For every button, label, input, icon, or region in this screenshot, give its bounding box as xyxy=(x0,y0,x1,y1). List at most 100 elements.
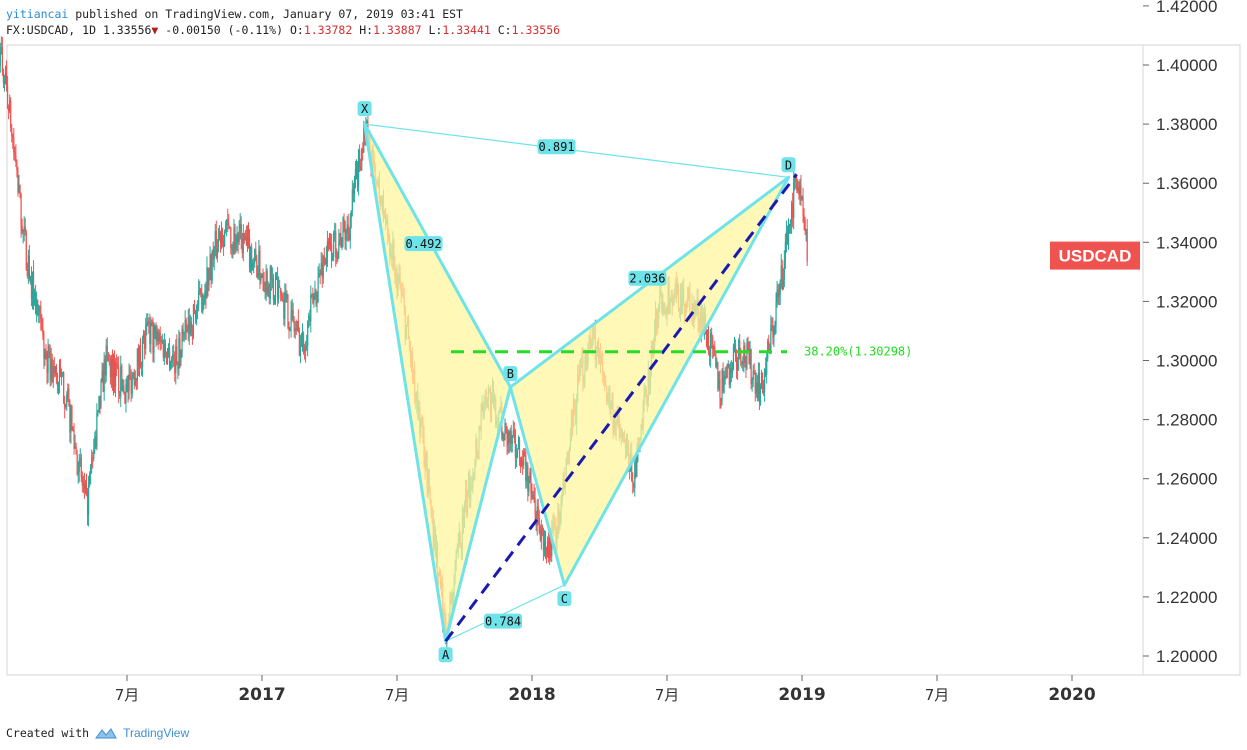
candle-body xyxy=(141,338,144,367)
candle-body xyxy=(101,370,103,381)
candle-body xyxy=(144,333,146,349)
pattern-point-badge xyxy=(438,647,453,663)
candle-body xyxy=(287,294,289,329)
candle-body xyxy=(322,256,324,278)
candle-body xyxy=(1,46,3,72)
candle-body xyxy=(22,230,24,233)
candle-body xyxy=(275,278,278,280)
candle-body xyxy=(174,358,176,374)
author-link[interactable]: yitiancai xyxy=(6,7,69,21)
candle-body xyxy=(336,257,338,260)
candle-body xyxy=(538,517,540,533)
candle-body xyxy=(526,465,528,482)
candle-body xyxy=(50,358,52,380)
candle-body xyxy=(219,232,222,243)
candle-body xyxy=(168,348,171,369)
candle-body xyxy=(710,333,712,357)
candle-body xyxy=(724,375,726,379)
candle-body xyxy=(80,457,82,478)
candle-body xyxy=(307,320,309,346)
candle-body xyxy=(293,321,295,332)
candle-body xyxy=(47,346,49,373)
candle-body xyxy=(66,394,68,406)
candle-body xyxy=(172,354,174,359)
candle-body xyxy=(194,310,197,320)
candle-body xyxy=(218,232,221,240)
candle-body xyxy=(792,202,794,219)
pattern-point-badge xyxy=(503,366,518,382)
candle-body xyxy=(149,323,151,345)
candle-body xyxy=(288,328,290,331)
candle-body xyxy=(772,326,774,338)
candle-body xyxy=(157,331,159,342)
candle-body xyxy=(634,462,636,488)
candle-body xyxy=(154,326,156,333)
candle-body xyxy=(62,372,64,376)
candle-body xyxy=(338,240,340,252)
candle-body xyxy=(85,485,88,493)
candle-body xyxy=(756,382,758,399)
candle-body xyxy=(504,423,506,441)
candle-body xyxy=(760,372,763,388)
candle-body xyxy=(165,353,168,364)
close-value: 1.33556 xyxy=(511,23,561,37)
time-axis-tick-label: 2018 xyxy=(508,685,555,705)
candle-body xyxy=(271,278,273,281)
candle-body xyxy=(518,439,521,458)
candle-body xyxy=(305,347,307,352)
candle-body xyxy=(525,455,527,482)
candle-body xyxy=(267,285,269,295)
candle-body xyxy=(83,483,86,489)
candle-body xyxy=(0,46,2,51)
candle-body xyxy=(107,353,109,362)
candle-body xyxy=(743,345,745,363)
candle-body xyxy=(122,385,124,391)
candle-body xyxy=(795,177,797,182)
candle-body xyxy=(272,278,275,300)
candle-body xyxy=(140,363,143,367)
tradingview-brand-link[interactable]: TradingView xyxy=(123,726,190,740)
candle-body xyxy=(150,322,152,345)
publish-line: yitiancai published on TradingView.com, … xyxy=(6,6,560,22)
candle-body xyxy=(28,255,30,279)
candle-body xyxy=(40,312,42,320)
candle-body xyxy=(119,391,121,396)
candle-body xyxy=(121,365,123,391)
candle-body xyxy=(341,244,343,247)
candle-body xyxy=(74,446,76,449)
candle-body xyxy=(260,277,262,281)
candle-body xyxy=(227,219,229,224)
candle-body xyxy=(259,250,261,281)
candle-body xyxy=(265,271,267,291)
candle-body xyxy=(345,233,347,240)
candle-body xyxy=(195,311,198,320)
price-axis-tick-label: 1.30000 xyxy=(1156,352,1217,371)
candle-body xyxy=(755,382,757,394)
candle-body xyxy=(26,269,28,276)
candle-body xyxy=(715,354,717,367)
candle-body xyxy=(167,348,170,353)
open-label: O: xyxy=(289,23,304,37)
candle-body xyxy=(300,342,303,347)
candle-body xyxy=(136,348,138,381)
candle-body xyxy=(246,233,249,246)
price-axis-tick-label: 1.32000 xyxy=(1156,292,1217,311)
candle-body xyxy=(343,218,345,221)
candle-body xyxy=(767,341,769,359)
candle-body xyxy=(36,299,38,314)
candle-body xyxy=(318,273,320,277)
candle-body xyxy=(519,457,522,467)
candle-body xyxy=(734,344,737,356)
candle-body xyxy=(329,241,332,245)
candle-body xyxy=(192,304,195,336)
candle-body xyxy=(186,329,188,333)
candle-body xyxy=(330,244,333,260)
candle-body xyxy=(707,330,710,352)
candle-body xyxy=(320,263,322,276)
candle-body xyxy=(30,277,33,299)
candle-body xyxy=(285,293,287,299)
candle-body xyxy=(517,439,520,450)
candle-body xyxy=(148,321,150,324)
candle-body xyxy=(748,349,750,364)
